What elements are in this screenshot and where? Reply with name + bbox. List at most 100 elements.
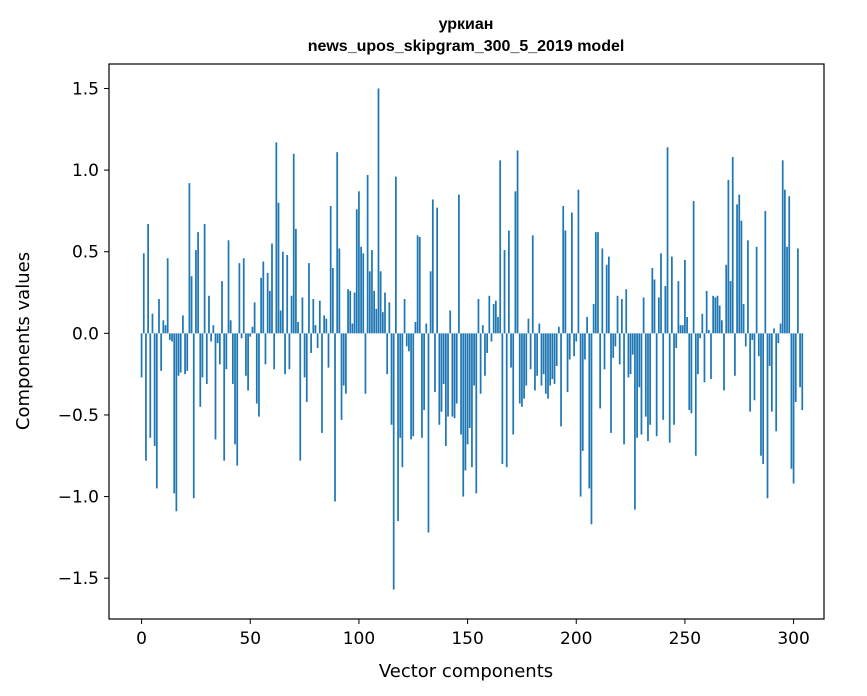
bar [479, 333, 482, 394]
bar [264, 333, 267, 365]
bar [444, 333, 447, 446]
bar [731, 157, 734, 334]
bar [484, 333, 486, 376]
bar [199, 333, 202, 407]
bar [177, 333, 180, 376]
bar [253, 302, 256, 334]
bar [299, 333, 302, 461]
bar [736, 204, 738, 334]
bar [321, 333, 323, 433]
bar [316, 333, 319, 349]
bar [453, 333, 456, 419]
bar [290, 295, 293, 334]
bar [718, 305, 721, 334]
bar [284, 333, 286, 375]
bar [399, 333, 402, 438]
bar [373, 290, 376, 334]
bar [171, 333, 173, 342]
bar [153, 333, 156, 446]
bar [436, 207, 439, 334]
bar [729, 281, 732, 334]
bar [342, 333, 345, 386]
bar [486, 333, 489, 353]
bar [179, 333, 182, 373]
bar [671, 256, 673, 334]
bar [666, 147, 669, 334]
bar [162, 320, 165, 334]
bar [786, 246, 788, 334]
bar [510, 333, 512, 368]
bar [145, 333, 147, 461]
chart-title-line1: уркиан [439, 16, 494, 33]
bar [305, 333, 308, 402]
bar [740, 220, 743, 334]
bar [690, 333, 693, 414]
bar [651, 268, 654, 334]
bar [610, 333, 612, 433]
bar [364, 333, 367, 394]
bar [210, 333, 213, 342]
bar [360, 246, 362, 334]
x-tick-label: 0 [136, 629, 147, 649]
bar [742, 303, 745, 334]
bar [188, 183, 191, 334]
bar [614, 333, 617, 347]
bar [408, 333, 410, 352]
bar [581, 333, 584, 451]
bar [232, 333, 234, 384]
x-tick-label: 300 [777, 629, 809, 649]
bar [599, 333, 602, 409]
bar [160, 333, 163, 371]
bar [312, 299, 315, 334]
bar [475, 333, 478, 494]
bar [151, 313, 154, 334]
bar [575, 333, 578, 342]
bar [527, 318, 530, 334]
bar [460, 333, 462, 435]
bar [418, 237, 421, 334]
bar [753, 333, 756, 401]
bar [338, 248, 341, 334]
bar [642, 297, 645, 334]
bar [629, 333, 632, 375]
bar [273, 333, 276, 370]
bar [223, 333, 226, 461]
bar [734, 333, 736, 376]
bar [636, 333, 638, 438]
bar [536, 333, 538, 376]
bar [590, 333, 593, 525]
bar [794, 333, 797, 402]
bar [744, 333, 747, 347]
bar [618, 333, 621, 365]
bar [738, 194, 741, 334]
bar [784, 189, 786, 334]
bar [588, 333, 591, 489]
bar [481, 325, 484, 334]
bar [705, 290, 708, 334]
bar [455, 333, 458, 404]
bar [310, 333, 312, 353]
x-tick-label: 200 [560, 629, 592, 649]
bar [301, 297, 304, 334]
bar [727, 179, 730, 334]
bar [473, 333, 475, 386]
bar [334, 333, 336, 502]
bars-group [140, 88, 804, 590]
bar [149, 333, 152, 438]
bar [281, 251, 284, 334]
bar [297, 321, 299, 334]
bar [336, 152, 339, 334]
bar [566, 333, 569, 393]
bar [449, 310, 452, 334]
bar [712, 295, 715, 334]
bar [644, 333, 647, 417]
bar [314, 325, 317, 334]
bar [466, 333, 469, 445]
bar [234, 333, 236, 445]
bar [329, 206, 332, 334]
bar [525, 333, 528, 386]
bar [392, 333, 395, 590]
bar [229, 320, 232, 334]
bar [218, 333, 221, 365]
bar [386, 333, 389, 375]
